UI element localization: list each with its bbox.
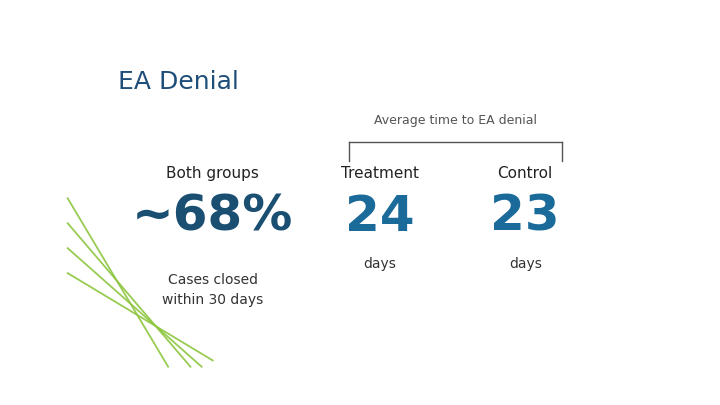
- Text: Average time to EA denial: Average time to EA denial: [374, 113, 537, 126]
- Text: Treatment: Treatment: [341, 166, 419, 181]
- Text: days: days: [509, 257, 541, 271]
- Text: Both groups: Both groups: [166, 166, 259, 181]
- Text: ~68%: ~68%: [132, 193, 294, 241]
- Text: 23: 23: [490, 193, 560, 241]
- Text: 24: 24: [346, 193, 415, 241]
- Text: EA Denial: EA Denial: [118, 70, 239, 94]
- Text: days: days: [364, 257, 397, 271]
- Text: Control: Control: [498, 166, 553, 181]
- Text: Cases closed
within 30 days: Cases closed within 30 days: [162, 273, 264, 307]
